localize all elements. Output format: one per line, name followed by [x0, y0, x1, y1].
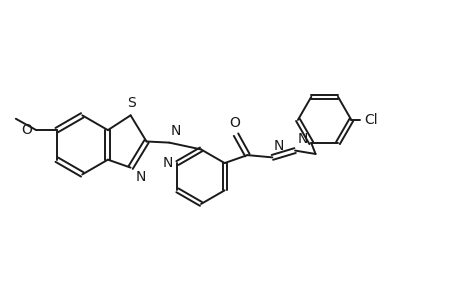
Text: S: S	[127, 96, 136, 110]
Text: N: N	[297, 132, 307, 146]
Text: N: N	[170, 124, 180, 138]
Text: O: O	[21, 123, 32, 137]
Text: O: O	[229, 116, 240, 130]
Text: N: N	[162, 156, 173, 170]
Text: N: N	[135, 170, 145, 184]
Text: N: N	[273, 139, 283, 153]
Text: Cl: Cl	[363, 113, 377, 127]
